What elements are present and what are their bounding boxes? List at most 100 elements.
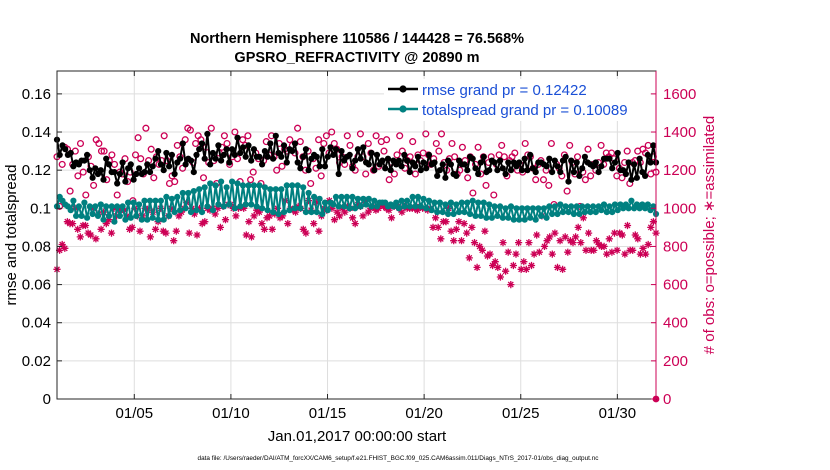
assimilated-obs-point xyxy=(328,204,336,212)
totalspread-point xyxy=(573,203,580,210)
rmse-point xyxy=(346,151,353,158)
totalspread-point xyxy=(475,199,482,206)
totalspread-point xyxy=(267,186,274,193)
totalspread-point xyxy=(456,209,463,216)
x-tick-label: 01/20 xyxy=(405,405,443,422)
totalspread-point xyxy=(313,209,320,216)
assimilated-obs-point xyxy=(509,261,517,270)
assimilated-obs-point xyxy=(74,225,82,233)
rmse-point xyxy=(291,140,299,147)
totalspread-point xyxy=(275,210,282,218)
rmse-point xyxy=(302,146,309,153)
rmse-point xyxy=(518,167,526,174)
assimilated-obs-point xyxy=(279,212,287,220)
rmse-point xyxy=(505,159,512,166)
rmse-point xyxy=(187,157,195,164)
possible-obs-point xyxy=(239,136,247,144)
assimilated-obs-point xyxy=(579,214,587,222)
possible-obs-point xyxy=(372,132,380,140)
rmse-point xyxy=(321,163,329,170)
totalspread-point xyxy=(105,212,113,219)
assimilated-obs-point xyxy=(592,237,600,245)
totalspread-point xyxy=(177,207,184,214)
possible-obs-point xyxy=(618,174,626,182)
assimilated-obs-point xyxy=(644,240,652,249)
assimilated-obs-point xyxy=(621,250,629,258)
rmse-point xyxy=(111,169,118,176)
totalspread-point xyxy=(256,182,263,189)
legend-spread-marker xyxy=(399,105,407,113)
rmse-point xyxy=(204,130,211,137)
totalspread-point xyxy=(461,209,468,216)
rmse-point xyxy=(130,176,137,183)
totalspread-point xyxy=(453,201,460,208)
data-file-footer: data file: /Users/raeder/DAI/ATM_forcXX/… xyxy=(198,455,600,462)
rmse-point xyxy=(475,170,482,178)
totalspread-point xyxy=(130,199,137,206)
rmse-point xyxy=(155,148,162,155)
totalspread-point xyxy=(393,199,400,206)
rmse-point xyxy=(248,157,255,164)
totalspread-point xyxy=(196,186,203,193)
rmse-point xyxy=(300,153,307,160)
rmse-point xyxy=(179,140,186,147)
possible-obs-point xyxy=(131,151,140,159)
rmse-point xyxy=(149,163,156,170)
totalspread-point xyxy=(568,203,575,210)
possible-obs-point xyxy=(186,126,194,134)
totalspread-point xyxy=(305,189,312,197)
rmse-point xyxy=(280,142,288,149)
assimilated-obs-point xyxy=(315,227,323,235)
possible-obs-point xyxy=(142,124,150,132)
totalspread-point xyxy=(395,205,402,212)
assimilated-obs-point xyxy=(460,220,468,228)
totalspread-point xyxy=(97,201,104,208)
assimilated-obs-point xyxy=(61,244,69,252)
possible-obs-point xyxy=(584,145,592,153)
assimilated-obs-point xyxy=(491,258,499,266)
totalspread-point xyxy=(146,197,154,204)
possible-obs-point xyxy=(307,179,315,188)
rmse-point xyxy=(122,178,129,185)
totalspread-point xyxy=(365,195,372,202)
totalspread-point xyxy=(606,203,613,210)
totalspread-point xyxy=(264,207,271,214)
assimilated-obs-point xyxy=(561,233,569,241)
possible-obs-point xyxy=(150,174,158,182)
assimilated-obs-point xyxy=(629,246,637,254)
rmse-point xyxy=(330,151,337,158)
possible-obs-point xyxy=(82,191,90,199)
rmse-point xyxy=(499,165,506,172)
totalspread-point xyxy=(335,203,342,210)
totalspread-point xyxy=(179,189,186,197)
totalspread-point xyxy=(466,210,474,218)
rmse-point xyxy=(354,146,361,153)
totalspread-point xyxy=(168,195,175,202)
rmse-point xyxy=(387,167,394,174)
possible-obs-point xyxy=(406,153,414,161)
y-tick-label-right: 0 xyxy=(663,391,671,408)
totalspread-point xyxy=(119,203,126,210)
rmse-point xyxy=(439,161,446,168)
totalspread-point xyxy=(270,209,277,216)
rmse-point xyxy=(223,146,230,153)
possible-obs-point xyxy=(356,130,364,138)
rmse-point xyxy=(647,159,654,166)
rmse-point xyxy=(371,167,378,174)
totalspread-point xyxy=(412,203,419,210)
possible-obs-point xyxy=(539,176,548,184)
totalspread-point xyxy=(442,201,449,208)
possible-obs-point xyxy=(110,160,119,168)
assimilated-obs-point xyxy=(341,208,349,216)
possible-obs-point xyxy=(179,164,187,172)
rmse-point xyxy=(365,161,372,168)
rmse-point xyxy=(532,169,539,176)
rmse-point xyxy=(611,159,619,166)
rmse-point xyxy=(497,157,504,164)
possible-obs-point xyxy=(435,147,443,155)
assimilated-obs-point xyxy=(585,229,593,237)
assimilated-obs-point xyxy=(496,273,504,281)
totalspread-point xyxy=(136,201,143,208)
totalspread-point xyxy=(428,207,435,214)
assimilated-obs-point xyxy=(515,239,523,247)
